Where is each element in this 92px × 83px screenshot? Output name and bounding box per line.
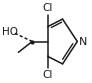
Text: Cl: Cl <box>43 70 53 80</box>
Text: HO: HO <box>2 27 18 37</box>
Text: N: N <box>79 37 87 46</box>
Text: Cl: Cl <box>43 3 53 13</box>
